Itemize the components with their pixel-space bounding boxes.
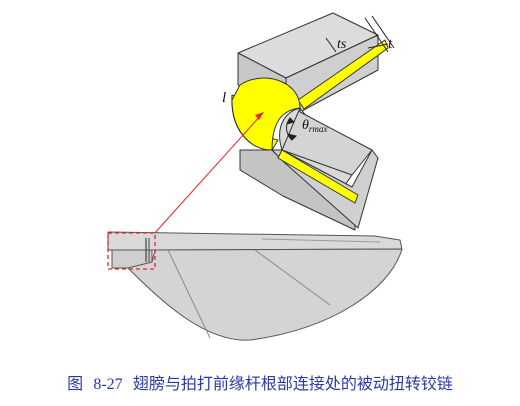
label-length: l [222,90,226,106]
hinge-film-lower-arm [277,149,359,204]
caption-number: 8-27 [93,376,123,393]
wing [107,231,403,341]
callout-arrow [152,113,263,236]
callout-arrowhead [255,112,264,120]
wing-membrane [127,248,403,341]
label-theta: θrmax [302,118,327,134]
hinge-film-bend [231,77,301,151]
label-ts: ts [337,37,347,52]
caption-prefix: 图 [67,374,84,393]
hinge-film-upper-arm [297,39,389,110]
caption-text: 翅膀与拍打前缘杆根部连接处的被动扭转铰链 [132,374,453,393]
lower-block-top-face [281,107,373,176]
wing-vein-1 [167,249,211,339]
hinge-assembly [231,12,389,231]
callout-highlight-box [107,232,156,270]
thickness-marks [325,15,395,53]
angle-marker [286,117,297,141]
figure-caption: 图 8-27 翅膀与拍打前缘杆根部连接处的被动扭转铰链 [0,370,520,394]
wing-vein-2 [254,249,331,306]
wing-vein-3 [261,238,381,243]
label-thickness: t [388,36,393,52]
